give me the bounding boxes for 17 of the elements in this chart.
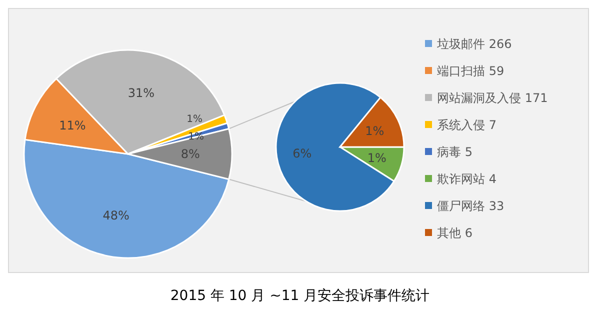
text: 2015 年 10 月 ~11 月安全投诉事件统计: [170, 288, 430, 304]
legend-label: 僵尸网络 33: [437, 199, 504, 214]
legend-label: 欺诈网站 4: [437, 172, 496, 186]
legend-label: 端口扫描 59: [437, 64, 504, 78]
data-label: 6%: [292, 146, 312, 160]
legend-label: 其他 6: [437, 226, 472, 240]
data-label: 8%: [180, 147, 200, 162]
legend-label: 病毒 5: [437, 145, 472, 160]
legend-label: 系统入侵 7: [437, 118, 496, 132]
data-label: 1%: [186, 114, 203, 125]
data-label: 11%: [59, 118, 86, 133]
data-label: 31%: [128, 86, 155, 100]
data-label: 1%: [367, 150, 386, 165]
data-label: 48%: [102, 208, 130, 222]
legend-label: 垃圾邮件 266: [436, 37, 512, 52]
data-label: 1%: [365, 124, 384, 138]
legend-label: 网站漏洞及入侵 171: [437, 91, 548, 106]
